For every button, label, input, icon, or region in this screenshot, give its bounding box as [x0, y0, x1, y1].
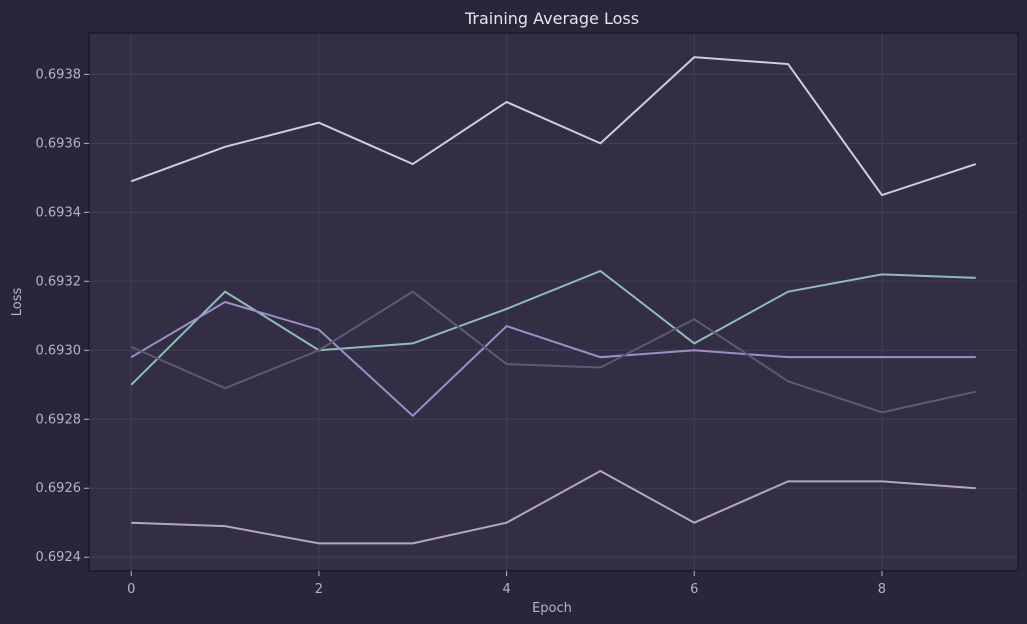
- y-tick-label: 0.6936: [36, 136, 82, 151]
- series-line-5: [131, 469, 976, 545]
- y-tick-label: 0.6934: [36, 205, 82, 220]
- series-line-4: [130, 290, 976, 414]
- y-tick-label: 0.6924: [36, 550, 82, 565]
- x-axis: 0 2 4 6 8: [127, 571, 886, 597]
- x-tick-label: 6: [690, 582, 698, 597]
- series-lines: [130, 56, 977, 545]
- y-tick-label: 0.6932: [36, 274, 82, 289]
- y-axis: 0.6924 0.6926 0.6928 0.6930 0.6932 0.6934 0.69…: [36, 67, 89, 565]
- series-line-3: [130, 300, 976, 418]
- x-tick-label: 4: [502, 582, 510, 597]
- y-axis-label: Loss: [10, 288, 25, 317]
- y-tick-label: 0.6926: [36, 481, 82, 496]
- x-tick-label: 8: [878, 582, 886, 597]
- y-tick-label: 0.6930: [36, 343, 82, 358]
- x-axis-label: Epoch: [532, 601, 572, 616]
- series-line-1: [130, 56, 977, 197]
- y-tick-label: 0.6928: [36, 412, 82, 427]
- gridlines: [89, 33, 1018, 571]
- x-tick-label: 0: [127, 582, 135, 597]
- chart-title: Training Average Loss: [464, 9, 639, 28]
- series-line-2: [130, 269, 976, 386]
- plot-area: [88, 32, 1019, 572]
- x-tick-label: 2: [315, 582, 323, 597]
- y-tick-label: 0.6938: [36, 67, 82, 82]
